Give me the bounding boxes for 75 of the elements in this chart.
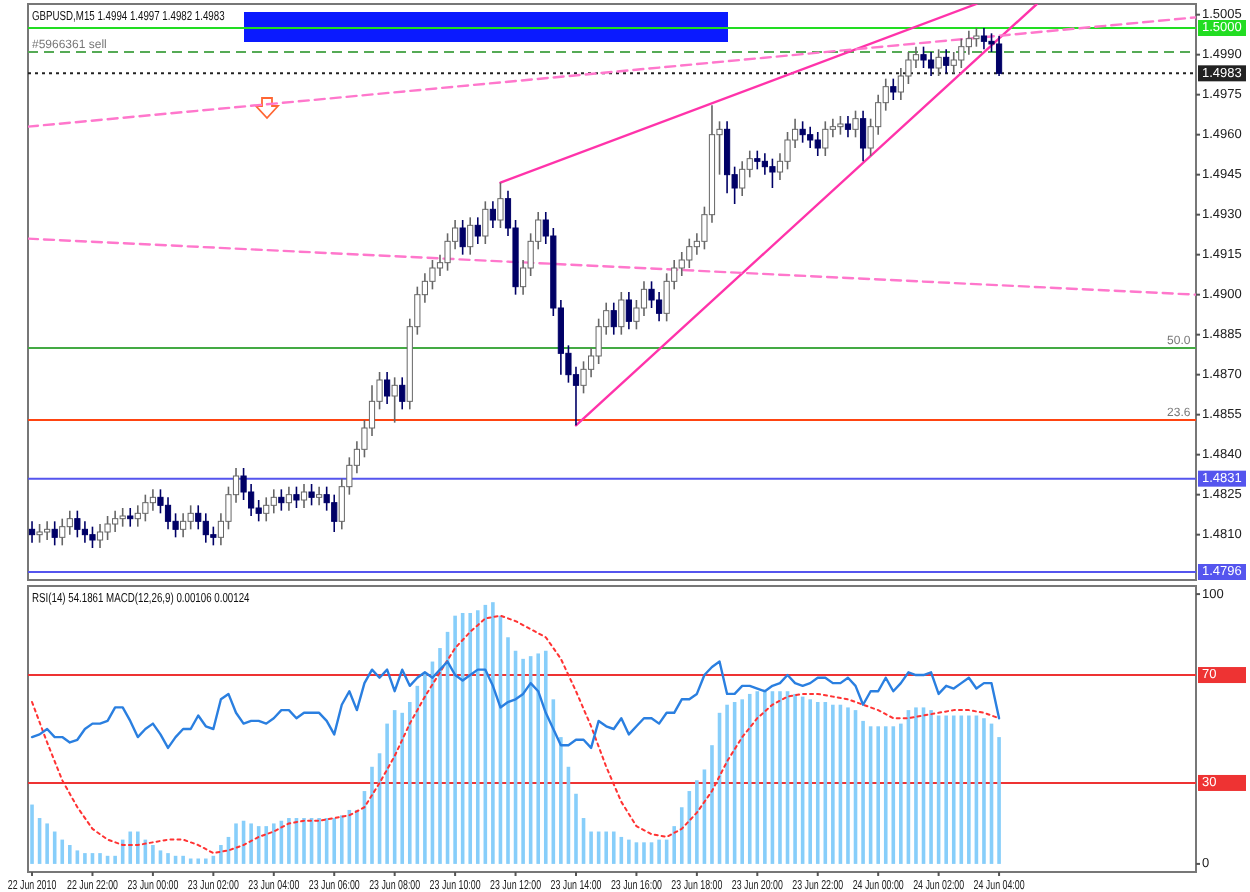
candlestick (995, 35, 1003, 77)
candlestick (958, 37, 965, 69)
candlestick (610, 301, 617, 336)
line-series (30, 660, 1001, 750)
candlestick (837, 115, 844, 136)
candlestick (28, 520, 36, 544)
candlestick (927, 51, 935, 77)
candlestick (980, 27, 988, 51)
candlestick (769, 157, 776, 189)
line-series (31, 614, 1001, 855)
candlestick (164, 496, 172, 531)
candlestick (618, 291, 625, 336)
candlestick (859, 109, 867, 163)
candlestick (195, 504, 202, 531)
candlestick (127, 507, 134, 528)
candlestick (920, 45, 927, 69)
candlestick (134, 504, 141, 528)
candlestick (799, 120, 806, 144)
candlestick (74, 509, 81, 539)
candlestick (202, 512, 209, 544)
candlestick (489, 200, 496, 229)
candlestick (331, 493, 338, 533)
candlestick (844, 115, 852, 139)
candlestick (104, 515, 111, 541)
candlestick (180, 512, 187, 539)
candlestick (316, 485, 323, 507)
candlestick (754, 149, 761, 171)
candlestick (655, 291, 663, 323)
candlestick (678, 251, 685, 277)
candlestick (96, 523, 104, 549)
candlestick (686, 237, 693, 269)
candlestick (459, 219, 466, 256)
candlestick (640, 280, 648, 317)
candlestick (822, 120, 829, 157)
candlestick (263, 496, 270, 523)
candlestick (973, 27, 980, 48)
candlestick (308, 483, 315, 507)
candlestick (467, 216, 474, 256)
candlestick (119, 507, 126, 528)
candlestick (852, 109, 859, 139)
candlestick (739, 160, 746, 197)
candlestick (89, 525, 96, 549)
candlestick (935, 48, 942, 77)
candlestick (187, 504, 194, 531)
candlestick (300, 483, 308, 509)
candlestick (474, 216, 481, 245)
candlestick (51, 520, 58, 547)
candlestick (399, 376, 406, 411)
candlestick (482, 200, 489, 245)
candlestick (278, 488, 285, 512)
candlestick (248, 483, 255, 517)
candlestick (270, 488, 277, 515)
candlestick (814, 131, 821, 157)
candlestick (112, 509, 119, 533)
candlestick (890, 77, 897, 101)
candlestick (59, 517, 66, 547)
candlestick (807, 125, 814, 149)
candlestick (965, 29, 972, 56)
candlestick (943, 48, 950, 75)
candlestick (625, 291, 632, 331)
candlestick (391, 376, 398, 424)
candlestick (384, 371, 391, 405)
candlestick (81, 520, 89, 544)
candlestick (723, 120, 731, 195)
candlestick (293, 485, 300, 509)
candlestick (761, 152, 768, 176)
candlestick (36, 523, 43, 544)
candlestick (897, 67, 904, 101)
candlestick (66, 509, 73, 536)
candlestick (497, 181, 504, 229)
candlestick (44, 520, 51, 541)
candlestick (149, 488, 157, 512)
candlestick (142, 493, 149, 523)
candlestick (285, 485, 292, 512)
candlestick (912, 45, 920, 69)
